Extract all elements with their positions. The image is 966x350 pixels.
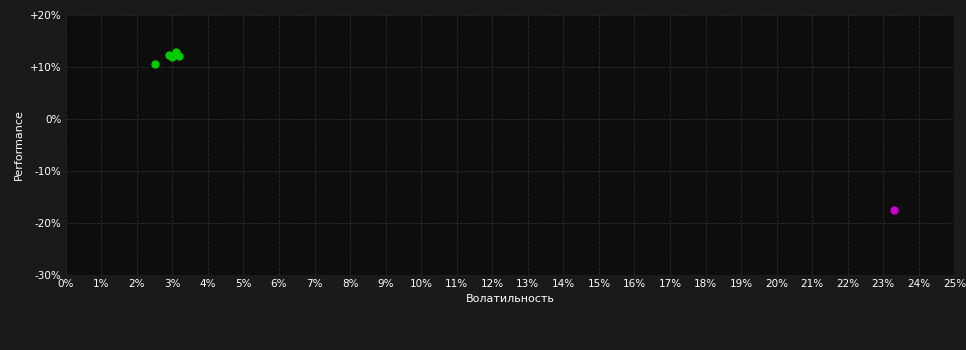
Point (147, 61, 162, 67)
Point (886, 207, 901, 212)
Point (172, 54, 187, 59)
X-axis label: Волатильность: Волатильность (466, 294, 554, 304)
Point (161, 52, 177, 57)
Point (168, 49, 184, 55)
Point (164, 55, 180, 60)
Y-axis label: Performance: Performance (14, 109, 24, 180)
